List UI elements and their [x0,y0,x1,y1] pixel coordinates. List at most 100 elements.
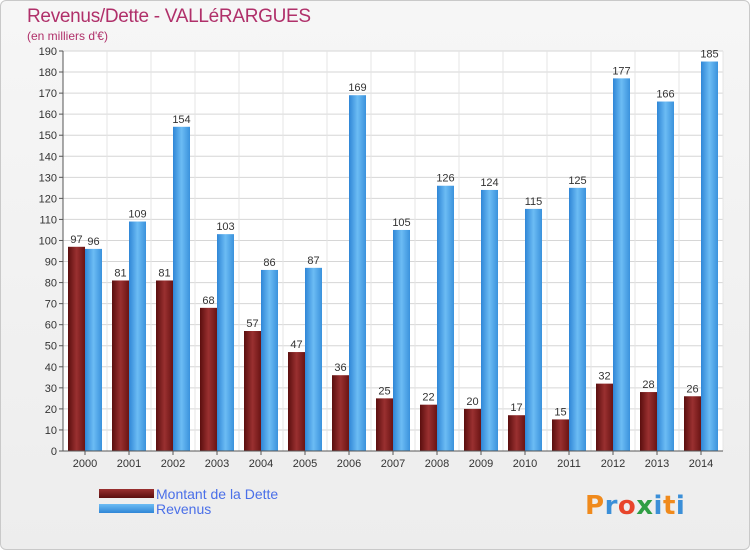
value-label-debt: 28 [642,379,654,391]
value-label-revenue: 185 [700,49,718,61]
value-label-revenue: 86 [263,257,275,269]
y-tick-label: 50 [45,341,57,353]
x-tick-label: 2008 [425,458,449,470]
bar-revenue [393,229,410,451]
bar-revenue [437,185,454,451]
x-tick-label: 2000 [73,458,97,470]
x-tick-label: 2007 [381,458,405,470]
value-label-debt: 68 [202,295,214,307]
value-label-revenue: 125 [568,175,586,187]
y-tick-label: 40 [45,362,57,374]
y-tick-label: 10 [45,425,57,437]
value-label-revenue: 87 [307,255,319,267]
chart-title: Revenus/Dette - VALLéRARGUES [27,6,311,27]
bar-revenue [525,208,542,451]
bar-debt [552,419,569,451]
bar-revenue [217,234,234,451]
y-tick-label: 140 [39,151,57,163]
value-label-revenue: 96 [87,236,99,248]
value-label-revenue: 126 [436,173,454,185]
x-tick-label: 2012 [601,458,625,470]
bar-debt [112,280,129,451]
value-label-revenue: 169 [348,82,366,94]
x-tick-label: 2002 [161,458,185,470]
bar-debt [68,246,85,451]
bar-debt [156,280,173,451]
y-tick-label: 190 [39,46,57,58]
bar-revenue [613,78,630,452]
bar-revenue [657,101,674,452]
y-tick-label: 30 [45,383,57,395]
value-label-debt: 22 [422,392,434,404]
data-labels: 97 96 81 109 81 154 68 103 57 86 47 87 36 169 25 105 22 1… [70,49,718,419]
bar-debt [288,352,305,451]
value-label-debt: 81 [158,267,170,279]
bar-revenue [85,248,102,451]
value-label-revenue: 109 [128,209,146,221]
legend-swatch-debt [99,489,154,498]
bar-debt [200,307,217,451]
value-label-debt: 57 [246,318,258,330]
y-tick-label: 0 [51,446,57,458]
bar-debt [640,392,657,451]
bar-debt [244,331,261,451]
bar-revenue [173,126,190,451]
x-tick-label: 2004 [249,458,273,470]
value-label-revenue: 105 [392,217,410,229]
y-tick-label: 160 [39,109,57,121]
x-tick-label: 2001 [117,458,141,470]
value-label-revenue: 103 [216,221,234,233]
x-tick-label: 2006 [337,458,361,470]
x-tick-label: 2013 [645,458,669,470]
y-tick-label: 180 [39,67,57,79]
y-tick-label: 170 [39,88,57,100]
bar-debt [464,408,481,451]
legend-label-debt: Montant de la Dette [156,486,279,502]
y-tick-label: 120 [39,193,57,205]
bar-revenue [261,269,278,451]
bars [68,61,718,452]
legend-label-revenue: Revenus [156,501,212,517]
proxiti-logo: Proxiti [585,491,686,521]
value-label-debt: 97 [70,234,82,246]
value-label-debt: 36 [334,362,346,374]
value-label-debt: 25 [378,385,390,397]
y-tick-label: 130 [39,172,57,184]
value-label-debt: 26 [686,383,698,395]
bar-debt [684,396,701,451]
value-label-revenue: 177 [612,65,630,77]
value-label-debt: 32 [598,371,610,383]
x-tick-label: 2003 [205,458,229,470]
bar-revenue [481,189,498,451]
bar-revenue [305,267,322,451]
value-label-revenue: 115 [525,196,543,208]
x-tick-label: 2005 [293,458,317,470]
bar-revenue [349,95,366,452]
value-label-debt: 17 [510,402,522,414]
value-label-debt: 20 [466,396,478,408]
y-tick-label: 20 [45,404,57,416]
bar-debt [596,383,613,451]
value-label-debt: 81 [114,267,126,279]
legend-swatch-revenue [99,504,154,513]
value-label-debt: 47 [290,339,302,351]
x-tick-label: 2014 [689,458,713,470]
bar-revenue [569,187,586,451]
x-tick-label: 2009 [469,458,493,470]
chart-subtitle: (en milliers d'€) [27,29,108,43]
bar-debt [332,375,349,451]
value-label-revenue: 124 [480,177,498,189]
bar-debt [420,404,437,451]
y-tick-label: 100 [39,235,57,247]
value-label-debt: 15 [554,406,566,418]
value-label-revenue: 166 [656,89,674,101]
bar-debt [508,415,525,451]
bar-revenue [701,61,718,452]
axes: 0 10 20 30 40 50 60 70 80 90 100 110 120 130 140 150 160… [39,46,723,470]
y-tick-label: 80 [45,278,57,290]
x-tick-label: 2010 [513,458,537,470]
y-tick-label: 70 [45,299,57,311]
y-tick-label: 150 [39,130,57,142]
